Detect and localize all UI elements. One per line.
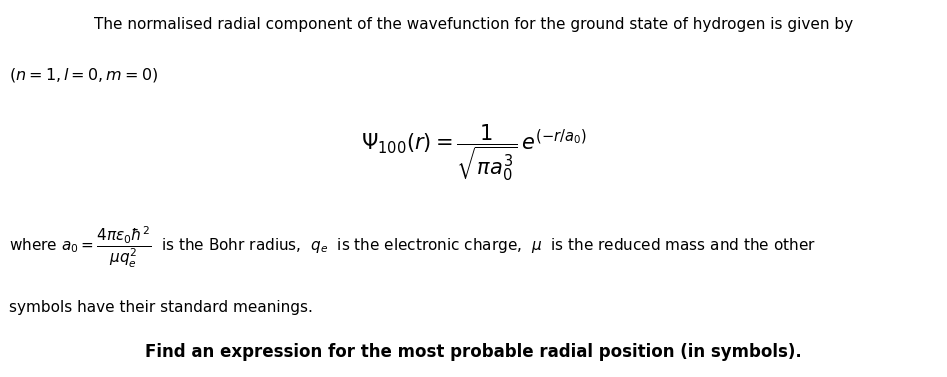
Text: Find an expression for the most probable radial position (in symbols).: Find an expression for the most probable… (145, 343, 802, 362)
Text: $\Psi_{100}(r) = \dfrac{1}{\sqrt{\pi a_0^{3}}}\,e^{(-r/a_0)}$: $\Psi_{100}(r) = \dfrac{1}{\sqrt{\pi a_0… (361, 123, 586, 183)
Text: The normalised radial component of the wavefunction for the ground state of hydr: The normalised radial component of the w… (94, 17, 853, 32)
Text: symbols have their standard meanings.: symbols have their standard meanings. (9, 300, 313, 315)
Text: $(n = 1, l = 0, m = 0)$: $(n = 1, l = 0, m = 0)$ (9, 66, 159, 84)
Text: where $a_0 = \dfrac{4\pi\varepsilon_0\hbar^2}{\mu q_e^{2}}$  is the Bohr radius,: where $a_0 = \dfrac{4\pi\varepsilon_0\hb… (9, 224, 816, 270)
